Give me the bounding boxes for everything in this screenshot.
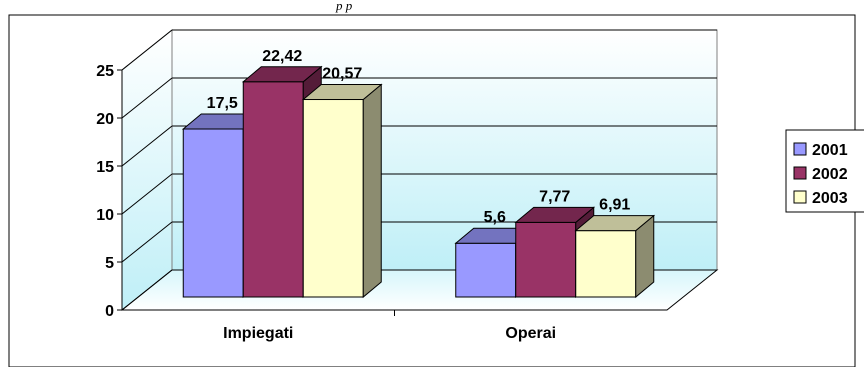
data-label: 22,42 [262,48,302,65]
bar-side-2003-impiegati [362,83,382,299]
bar-top-2003-impiegati [301,84,383,101]
y-tick-label: 5 [105,255,114,272]
bar-top-2003-operai [574,215,656,232]
data-label: 17,5 [207,95,238,112]
data-label: 6,91 [599,197,630,214]
y-tick-label: 20 [96,111,114,128]
y-tick-label: 15 [96,159,114,176]
bar-2003-operai [575,230,637,298]
legend: 2001 2002 2003 [785,129,864,213]
bar-2001-impiegati [182,128,244,298]
legend-swatch-2003 [793,190,807,204]
gridline-depth [121,29,173,71]
data-label: 20,57 [322,66,362,83]
bar-2002-impiegati [242,81,304,298]
x-tick-label: Operai [505,325,556,342]
gridline-depth [121,221,173,263]
y-tick-label: 10 [96,207,114,224]
y-tick-label: 25 [96,63,114,80]
gridline-depth [121,173,173,215]
plot-area: 0 5 10 15 20 25 17,5 22,42 20,57 Impiegati 5,6 7,77… [96,28,719,342]
legend-swatch-2001 [793,142,807,156]
data-label: 7,77 [539,188,570,205]
legend-label-2003: 2003 [812,190,848,207]
gridline-depth [121,77,173,119]
legend-label-2001: 2001 [812,142,848,159]
gridline-depth [121,269,173,311]
side-wall [121,28,173,312]
chart-title-fragment: p p [335,0,353,13]
bar-2003-impiegati [302,99,364,298]
gridline-depth [121,125,173,167]
legend-label-2002: 2002 [812,166,848,183]
bar-top-2002-operai [514,206,596,223]
bar-2001-operai [455,242,517,298]
legend-swatch-2002 [793,166,807,180]
data-label: 5,6 [484,209,506,226]
y-tick-label: 0 [105,303,114,320]
x-tick-label: Impiegati [223,325,293,342]
bar-2002-operai [515,221,577,298]
bar-top-2002-impiegati [241,66,323,83]
